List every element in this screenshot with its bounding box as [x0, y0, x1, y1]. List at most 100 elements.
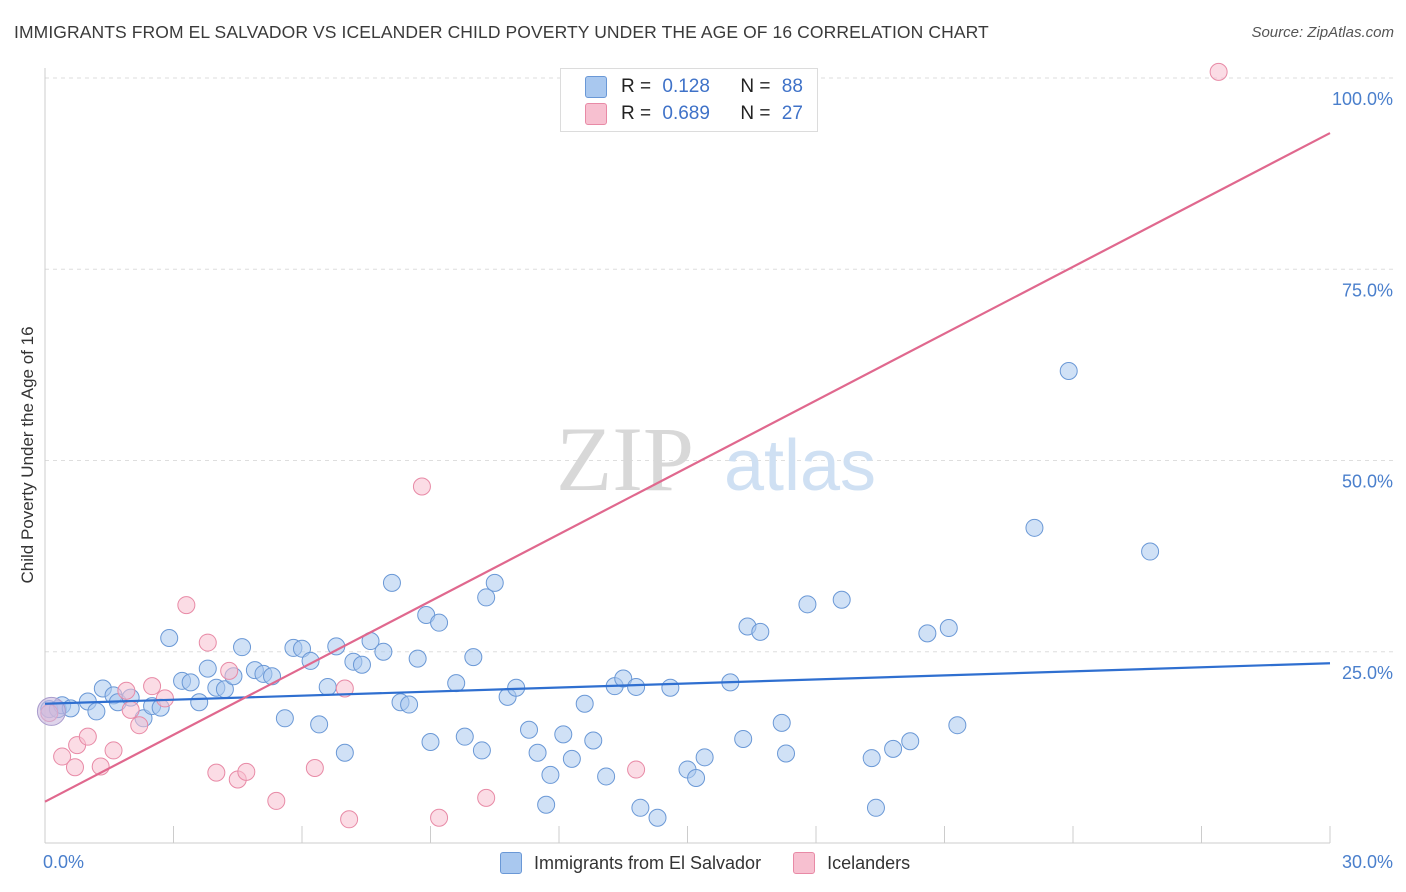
data-point-el-salvador — [430, 613, 449, 632]
y-tick-label: 75.0% — [1342, 280, 1393, 300]
data-point-el-salvador — [862, 749, 881, 768]
legend-item-el-salvador[interactable]: Immigrants from El Salvador — [500, 852, 761, 874]
data-point-el-salvador — [901, 732, 920, 751]
data-point-el-salvador — [554, 725, 573, 744]
data-point-el-salvador — [520, 720, 539, 739]
data-point-icelander — [143, 677, 162, 696]
data-point-el-salvador — [455, 727, 474, 746]
data-point-icelander — [430, 808, 449, 827]
legend-swatch-blue — [585, 76, 607, 98]
chart-title: IMMIGRANTS FROM EL SALVADOR VS ICELANDER… — [14, 22, 989, 42]
data-point-icelander — [1209, 62, 1228, 81]
data-point-el-salvador — [485, 573, 504, 592]
legend-swatch-pink — [793, 852, 816, 874]
data-point-icelander — [305, 759, 324, 778]
legend-row-el-salvador: R = 0.128 N = 88 — [585, 75, 803, 99]
data-point-el-salvador — [528, 743, 547, 762]
data-point-el-salvador — [263, 667, 282, 686]
data-point-el-salvador — [948, 716, 967, 735]
correlation-legend: R = 0.128 N = 88 R = 0.689 N = 27 — [560, 68, 818, 132]
legend-r-label: R = — [621, 76, 652, 97]
data-point-el-salvador — [541, 765, 560, 784]
data-point-icelander — [177, 596, 196, 615]
data-point-el-salvador — [198, 659, 217, 678]
data-point-el-salvador — [408, 649, 427, 668]
data-point-el-salvador — [1025, 518, 1044, 537]
data-point-el-salvador — [352, 655, 371, 674]
data-point-el-salvador — [447, 674, 466, 693]
data-point-el-salvador — [918, 624, 937, 643]
data-point-icelander — [237, 762, 256, 781]
trend-lines — [44, 132, 1331, 803]
data-point-icelander — [53, 747, 72, 766]
data-point-icelander — [130, 716, 149, 735]
data-point-el-salvador — [751, 622, 770, 641]
trend-line-icelanders — [44, 132, 1331, 803]
data-point-icelander — [627, 760, 646, 779]
data-point-el-salvador — [627, 677, 646, 696]
data-point-el-salvador — [190, 693, 209, 712]
data-point-el-salvador — [584, 731, 603, 750]
tick-labels: 25.0% 50.0% 75.0% 100.0% 0.0% 30.0% — [43, 89, 1393, 872]
data-point-icelander — [477, 788, 496, 807]
gridlines — [45, 77, 1395, 653]
legend-item-icelanders[interactable]: Icelanders — [793, 852, 910, 874]
data-point-el-salvador — [939, 619, 958, 638]
data-point-el-salvador — [421, 733, 440, 752]
legend-r-value: 0.689 — [662, 103, 710, 124]
data-point-el-salvador — [537, 795, 556, 814]
data-point-el-salvador — [472, 741, 491, 760]
data-point-el-salvador — [374, 642, 393, 661]
data-point-icelander — [117, 681, 136, 700]
source-note: Source: ZipAtlas.com — [1251, 24, 1394, 41]
data-point-el-salvador — [884, 739, 903, 758]
data-point-el-salvador — [477, 588, 496, 607]
data-point-el-salvador — [648, 808, 667, 827]
data-point-el-salvador — [597, 767, 616, 786]
watermark: ZIP atlas — [556, 408, 876, 510]
data-point-icelander — [121, 700, 140, 719]
data-point-el-salvador — [1141, 542, 1160, 561]
data-point-el-salvador — [798, 595, 817, 614]
data-point-el-salvador — [687, 768, 706, 787]
legend-n-value: 27 — [781, 103, 803, 124]
data-point-el-salvador — [695, 748, 714, 767]
legend-r-label: R = — [621, 103, 652, 124]
data-point-el-salvador — [335, 743, 354, 762]
data-point-icelander — [335, 679, 354, 698]
data-point-el-salvador — [772, 713, 791, 732]
data-point-el-salvador — [181, 673, 200, 692]
series-icelanders-points — [36, 62, 1228, 829]
data-point-icelander — [267, 791, 286, 810]
watermark-atlas: atlas — [724, 426, 876, 506]
data-point-el-salvador — [275, 709, 294, 728]
data-point-icelander — [412, 477, 431, 496]
data-point-el-salvador — [866, 798, 885, 817]
data-point-el-salvador — [293, 639, 311, 658]
data-point-icelander — [207, 763, 226, 782]
data-point-icelander — [340, 810, 359, 829]
legend-n-label: N = — [740, 76, 771, 97]
data-point-el-salvador — [310, 715, 329, 734]
data-point-el-salvador — [87, 702, 106, 721]
data-point-el-salvador — [614, 669, 633, 688]
data-point-el-salvador — [777, 744, 796, 763]
data-point-icelander — [78, 727, 97, 746]
x-tick-label: 0.0% — [43, 852, 84, 872]
data-point-el-salvador — [382, 573, 401, 592]
watermark-zip: ZIP — [556, 408, 694, 510]
data-point-el-salvador — [832, 590, 851, 609]
series-legend: Immigrants from El Salvador Icelanders — [500, 852, 942, 874]
data-point-el-salvador — [400, 695, 419, 714]
legend-n-value: 88 — [781, 76, 803, 97]
legend-swatch-blue — [500, 852, 522, 874]
trend-line-el-salvador — [44, 662, 1331, 705]
data-point-icelander — [104, 741, 123, 760]
x-tick-label: 30.0% — [1342, 852, 1393, 872]
y-tick-label: 100.0% — [1332, 89, 1393, 109]
legend-label-icelanders: Icelanders — [827, 852, 911, 873]
data-point-icelander — [220, 661, 239, 680]
legend-label-el-salvador: Immigrants from El Salvador — [534, 852, 762, 873]
data-point-el-salvador — [233, 638, 252, 657]
